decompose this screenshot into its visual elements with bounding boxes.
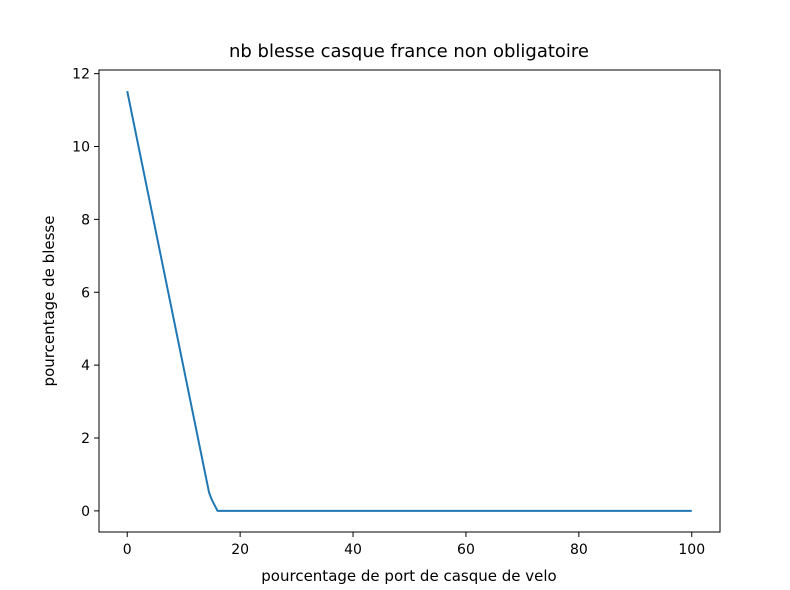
plot-frame [98, 69, 721, 533]
y-tick-label: 6 [81, 285, 90, 301]
x-tick-label: 0 [123, 542, 132, 558]
x-tick-label: 80 [570, 542, 588, 558]
series-layer [126, 90, 692, 512]
plot-area [98, 69, 721, 533]
y-axis: 0 2 4 6 8 10 12 [72, 67, 99, 520]
x-tick-label: 20 [231, 542, 249, 558]
y-tick-label: 8 [81, 212, 90, 228]
x-axis: 0 20 40 60 80 100 [123, 532, 705, 558]
y-tick-label: 0 [81, 504, 90, 520]
y-tick-label: 2 [81, 431, 90, 447]
x-tick-label: 100 [678, 542, 705, 558]
series-line [126, 90, 692, 512]
y-tick-label: 4 [81, 358, 90, 374]
y-tick-label: 12 [72, 67, 90, 83]
y-tick-label: 10 [72, 140, 90, 156]
x-tick-label: 60 [457, 542, 475, 558]
y-axis-title: pourcentage de blesse [40, 216, 58, 387]
chart-title: nb blesse casque france non obligatoire [229, 41, 589, 62]
x-axis-title: pourcentage de port de casque de velo [261, 567, 556, 585]
x-tick-label: 40 [344, 542, 362, 558]
